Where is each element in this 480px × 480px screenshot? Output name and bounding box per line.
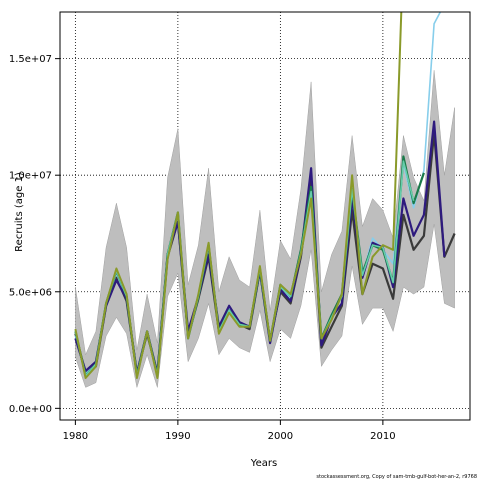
confidence-band — [75, 70, 455, 388]
y-axis-label: Recruits (age 1) — [14, 172, 25, 252]
x-axis-ticks: 1980 1990 2000 2010 — [63, 420, 396, 442]
x-axis-label: Years — [250, 458, 277, 469]
plot-frame — [59, 11, 471, 421]
x-tick-label: 1980 — [63, 431, 88, 442]
x-tick-label: 2010 — [370, 431, 395, 442]
x-tick-label: 2000 — [268, 431, 293, 442]
y-tick-label: 5.0e+06 — [9, 287, 52, 298]
y-tick-label: 1.5e+07 — [9, 54, 52, 65]
series-lines — [74, 12, 456, 379]
confidence-band-area — [75, 70, 455, 388]
y-tick-label: 0.0e+00 — [9, 404, 52, 415]
x-tick-label: 1990 — [165, 431, 190, 442]
y-tick-label: 1.0e+07 — [9, 171, 52, 182]
y-axis-ticks: 0.0e+00 5.0e+06 1.0e+07 1.5e+07 — [9, 54, 60, 415]
footer-note: stockassessment.org, Copy of sam-tmb-gul… — [316, 474, 477, 480]
series-line-6 — [74, 12, 403, 379]
